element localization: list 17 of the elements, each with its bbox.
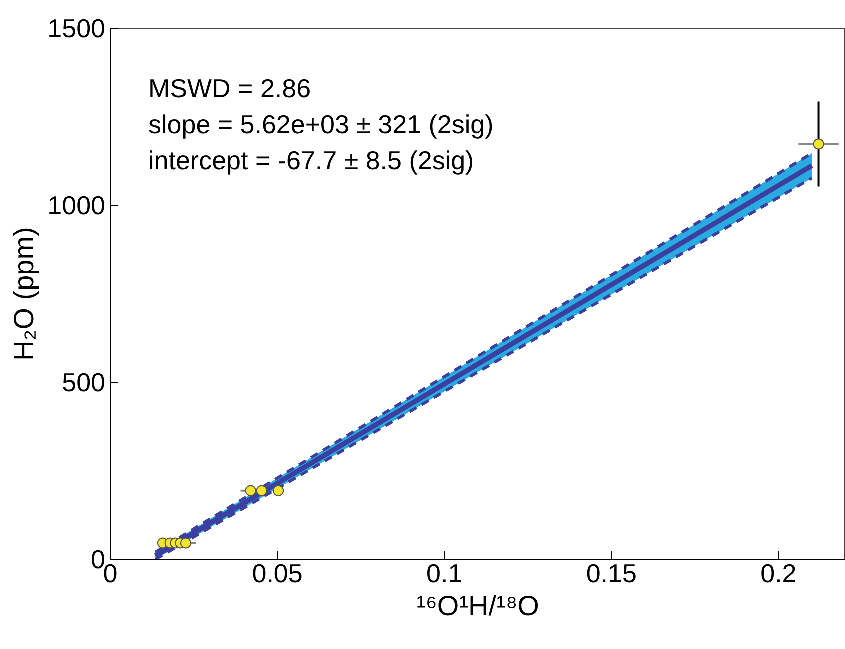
point — [256, 485, 268, 496]
x-tick-label: 0.15 — [586, 558, 637, 588]
y-tick-label: 500 — [62, 368, 106, 398]
annotation: slope = 5.62e+03 ± 321 (2sig) — [148, 110, 494, 140]
y-tick-label: 1000 — [48, 190, 106, 220]
y-tick-label: 1500 — [48, 14, 106, 44]
x-tick-label: 0.1 — [426, 558, 463, 588]
annotation: intercept = -67.7 ± 8.5 (2sig) — [148, 146, 474, 176]
y-axis-title: H₂O (ppm) — [8, 227, 40, 361]
x-tick-label: 0.05 — [252, 558, 303, 588]
annotation: MSWD = 2.86 — [148, 74, 312, 104]
x-tick-label: 0.2 — [760, 558, 797, 588]
point — [245, 485, 256, 496]
point — [180, 538, 192, 549]
x-axis-title: ¹⁶O¹H/¹⁸O — [416, 590, 540, 622]
point — [273, 485, 284, 496]
point — [813, 138, 824, 150]
